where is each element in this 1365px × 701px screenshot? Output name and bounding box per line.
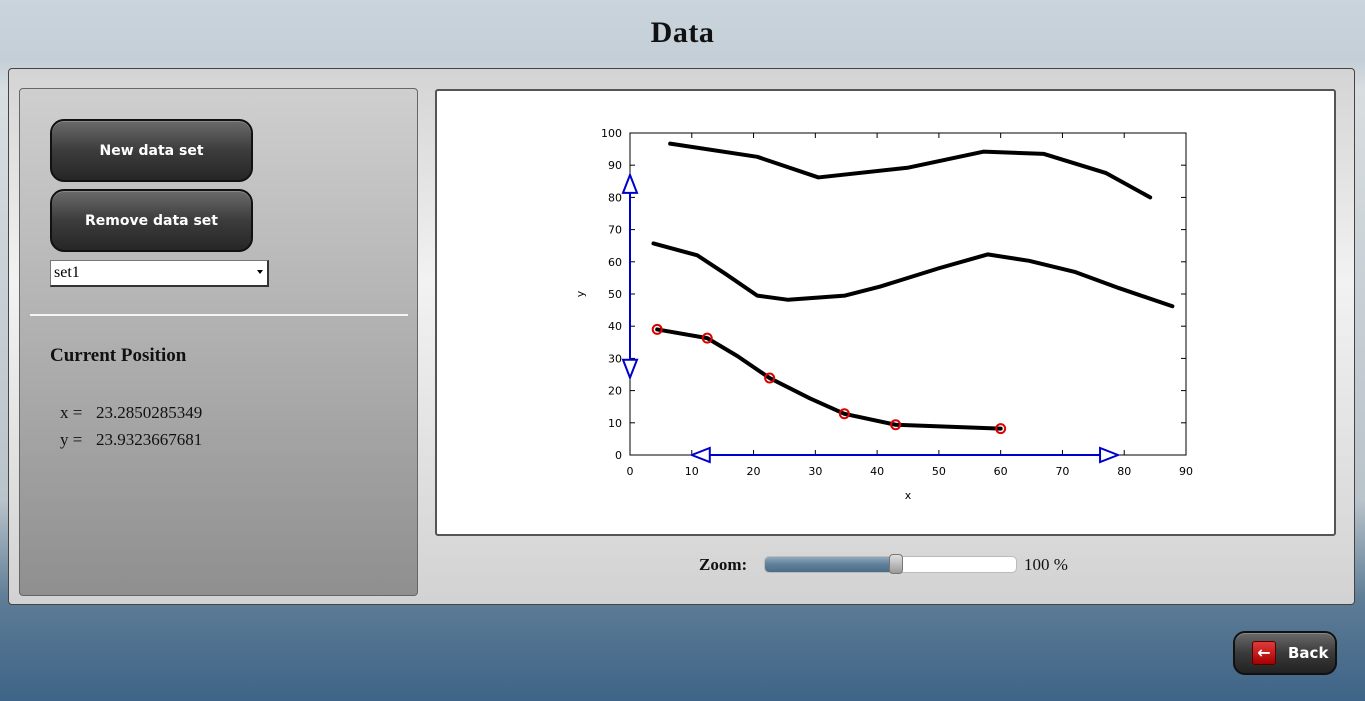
curve-top [668, 141, 1153, 200]
back-arrow-icon: ← [1252, 641, 1276, 665]
y-range-bottom-arrow [621, 358, 639, 381]
x-axis-label: x [905, 489, 912, 502]
x-tick-label: 60 [994, 465, 1008, 478]
data-point [764, 372, 776, 384]
y-value: 23.9323667681 [96, 430, 203, 449]
sidebar-divider [30, 314, 408, 316]
zoom-slider-fill [765, 557, 896, 572]
x-tick-label: 70 [1055, 465, 1069, 478]
x-tick-label: 50 [932, 465, 946, 478]
y-tick-label: 60 [608, 256, 622, 269]
data-point [890, 419, 902, 431]
y-tick-label: 10 [608, 417, 622, 430]
zoom-value: 100 % [1024, 555, 1068, 574]
plot-border [629, 132, 1187, 456]
data-set-select[interactable]: set1 [50, 260, 269, 287]
x-tick-label: 30 [808, 465, 822, 478]
zoom-slider-handle[interactable] [888, 554, 903, 574]
y-tick-label: 70 [608, 224, 622, 237]
zoom-label: Zoom: [699, 555, 748, 574]
y-tick-label: 90 [608, 159, 622, 172]
current-position-y: y = 23.9323667681 [60, 430, 202, 450]
chevron-down-icon [257, 270, 263, 274]
current-position-title: Current Position [50, 345, 187, 366]
x-tick-label: 20 [747, 465, 761, 478]
main-panel: New data set Remove data set set1 Curren… [8, 68, 1355, 605]
back-button-label: Back [1288, 644, 1329, 662]
x-range-right-arrow [1099, 446, 1121, 464]
x-tick-label: 40 [870, 465, 884, 478]
x-range-left-arrow [689, 446, 711, 464]
y-label: y = [60, 430, 83, 449]
data-point [701, 332, 713, 344]
current-position-x: x = 23.2850285349 [60, 403, 202, 423]
y-tick-label: 40 [608, 320, 622, 333]
x-tick-label: 80 [1117, 465, 1131, 478]
x-label: x = [60, 403, 83, 422]
data-point [995, 423, 1007, 435]
x-tick-label: 0 [627, 465, 634, 478]
sidebar-panel: New data set Remove data set set1 Curren… [19, 88, 418, 596]
data-point [838, 408, 850, 420]
y-tick-label: 0 [615, 449, 622, 462]
y-tick-label: 20 [608, 385, 622, 398]
curve-middle [651, 241, 1175, 309]
x-tick-label: 90 [1179, 465, 1193, 478]
data-point [651, 323, 663, 335]
plot-canvas[interactable]: 0 10 20 30 40 50 60 70 80 90 0 10 20 30 40 50 60 70 80 90 10… [437, 91, 1334, 534]
y-tick-label: 100 [601, 127, 622, 140]
back-button[interactable]: ← Back [1233, 631, 1337, 675]
y-axis-label: y [574, 290, 587, 297]
page-title: Data [650, 16, 715, 49]
x-value: 23.2850285349 [96, 403, 203, 422]
curve-lower [655, 327, 1003, 431]
remove-data-set-button[interactable]: Remove data set [50, 189, 253, 252]
data-set-select-value: set1 [54, 264, 80, 281]
y-tick-label: 50 [608, 288, 622, 301]
y-tick-label: 80 [608, 191, 622, 204]
plot-frame[interactable]: 0 10 20 30 40 50 60 70 80 90 0 10 20 30 40 50 60 70 80 90 10… [435, 89, 1336, 536]
x-tick-label: 10 [685, 465, 699, 478]
y-range-top-arrow [621, 172, 639, 194]
new-data-set-button[interactable]: New data set [50, 119, 253, 182]
y-tick-label: 30 [608, 352, 622, 365]
